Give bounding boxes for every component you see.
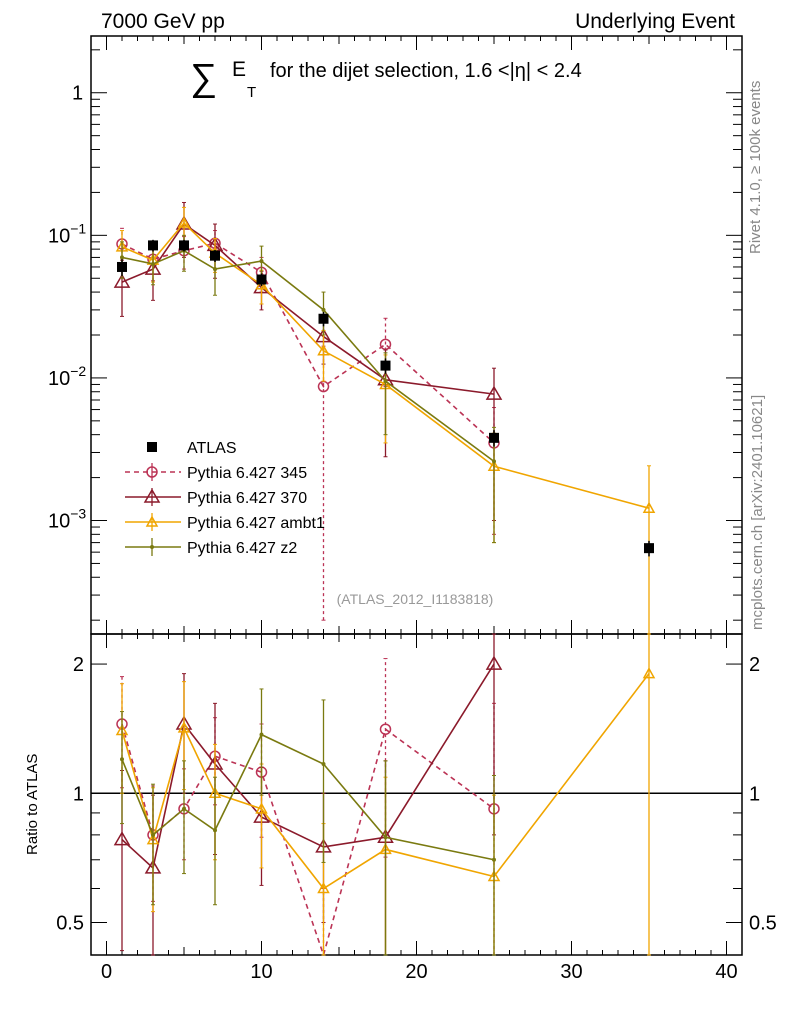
series-line-z2 — [121, 733, 495, 861]
point-z2 — [120, 757, 124, 762]
point-p370 — [485, 655, 503, 670]
point-z2 — [213, 267, 217, 272]
point-p370 — [113, 831, 131, 846]
legend-marker-p370 — [143, 488, 161, 503]
data-point — [179, 240, 189, 251]
legend-label-ambt1: Pythia 6.427 ambt1 — [187, 515, 325, 532]
title-sum-symbol: ∑ — [190, 57, 217, 99]
point-ambt1 — [317, 881, 330, 894]
point-z2 — [492, 459, 496, 464]
title-var-sub: T — [247, 84, 256, 101]
point-p370 — [113, 273, 131, 288]
x-tick-label: 30 — [560, 961, 582, 983]
point-z2 — [321, 307, 326, 312]
point-z2 — [321, 762, 326, 767]
x-tick-label: 20 — [405, 961, 427, 983]
data-point — [489, 432, 499, 443]
point-ambt1 — [255, 802, 268, 814]
header-left: 7000 GeV pp — [101, 10, 225, 33]
legend-marker-p345 — [146, 466, 158, 478]
series-line-p370 — [121, 663, 495, 870]
ratio-tick-label: 0.5 — [56, 912, 84, 934]
ratio-series-layer — [113, 633, 656, 958]
point-z2 — [182, 806, 186, 811]
point-p370 — [485, 385, 503, 400]
legend-label-p370: Pythia 6.427 370 — [187, 490, 307, 507]
point-ambt1 — [177, 721, 191, 733]
data-point — [256, 274, 267, 285]
y-tick-label: 10−3 — [48, 506, 86, 533]
legend-marker-ambt1 — [145, 515, 159, 527]
legend-marker-z2 — [150, 545, 154, 549]
header-right: Underlying Event — [575, 10, 735, 33]
data-point — [210, 250, 220, 261]
data-point — [644, 543, 654, 554]
point-p345 — [379, 338, 392, 351]
data-point — [380, 360, 391, 371]
y-tick-label: 1 — [72, 83, 83, 105]
legend-marker-data — [147, 442, 157, 452]
x-tick-label: 40 — [715, 961, 737, 983]
legend-label-z2: Pythia 6.427 z2 — [187, 540, 297, 557]
ratio-panel-frame — [90, 633, 743, 956]
ratio-tick-label: 1 — [73, 783, 84, 805]
point-z2 — [259, 259, 264, 264]
point-ambt1 — [642, 501, 656, 513]
point-z2 — [383, 835, 388, 840]
point-z2 — [120, 255, 124, 260]
ratio-tick-label: 1 — [749, 783, 760, 805]
data-point — [148, 240, 158, 251]
point-ambt1 — [317, 344, 330, 356]
y-tick-label: 10−2 — [48, 363, 86, 390]
data-point — [318, 313, 329, 324]
axis-ticks: 0 10 20 30 40 1 10−1 10−2 10−3 0.5 0.5 1 1 2 2 — [48, 36, 777, 983]
point-ambt1 — [642, 667, 656, 679]
point-z2 — [383, 379, 388, 384]
point-z2 — [492, 857, 496, 862]
rivet-label: Rivet 4.1.0, ≥ 100k events — [747, 81, 764, 254]
legend-label-p345: Pythia 6.427 345 — [187, 465, 307, 482]
legend-label-data: ATLAS — [187, 440, 237, 457]
ratio-axis-label: Ratio to ATLAS — [24, 754, 41, 855]
point-z2 — [151, 832, 155, 837]
title-var-main: E — [232, 58, 246, 81]
ratio-tick-label: 0.5 — [749, 912, 777, 934]
analysis-id: (ATLAS_2012_I1183818) — [337, 591, 494, 607]
mcplots-label: mcplots.cern.ch [arXiv:2401.10621] — [749, 395, 766, 630]
title-rest: for the dijet selection, 1.6 <|η| < 2.4 — [270, 60, 582, 82]
ratio-tick-label: 2 — [749, 654, 760, 676]
series-line-p370 — [121, 222, 495, 395]
legend: ATLAS Pythia 6.427 345 Pythia 6.427 370 Pyt… — [125, 440, 325, 557]
series-line-z2 — [121, 249, 495, 462]
point-z2 — [213, 828, 217, 833]
series-line-p345 — [121, 242, 495, 444]
ratio-tick-label: 2 — [73, 654, 84, 676]
point-z2 — [259, 732, 264, 737]
point-z2 — [151, 261, 155, 266]
point-ambt1 — [177, 216, 191, 228]
x-tick-label: 10 — [250, 961, 272, 983]
point-p345 — [379, 723, 392, 735]
x-tick-label: 0 — [101, 961, 112, 983]
y-tick-label: 10−1 — [48, 220, 86, 247]
data-point — [117, 261, 127, 272]
main-series-layer — [113, 201, 656, 635]
